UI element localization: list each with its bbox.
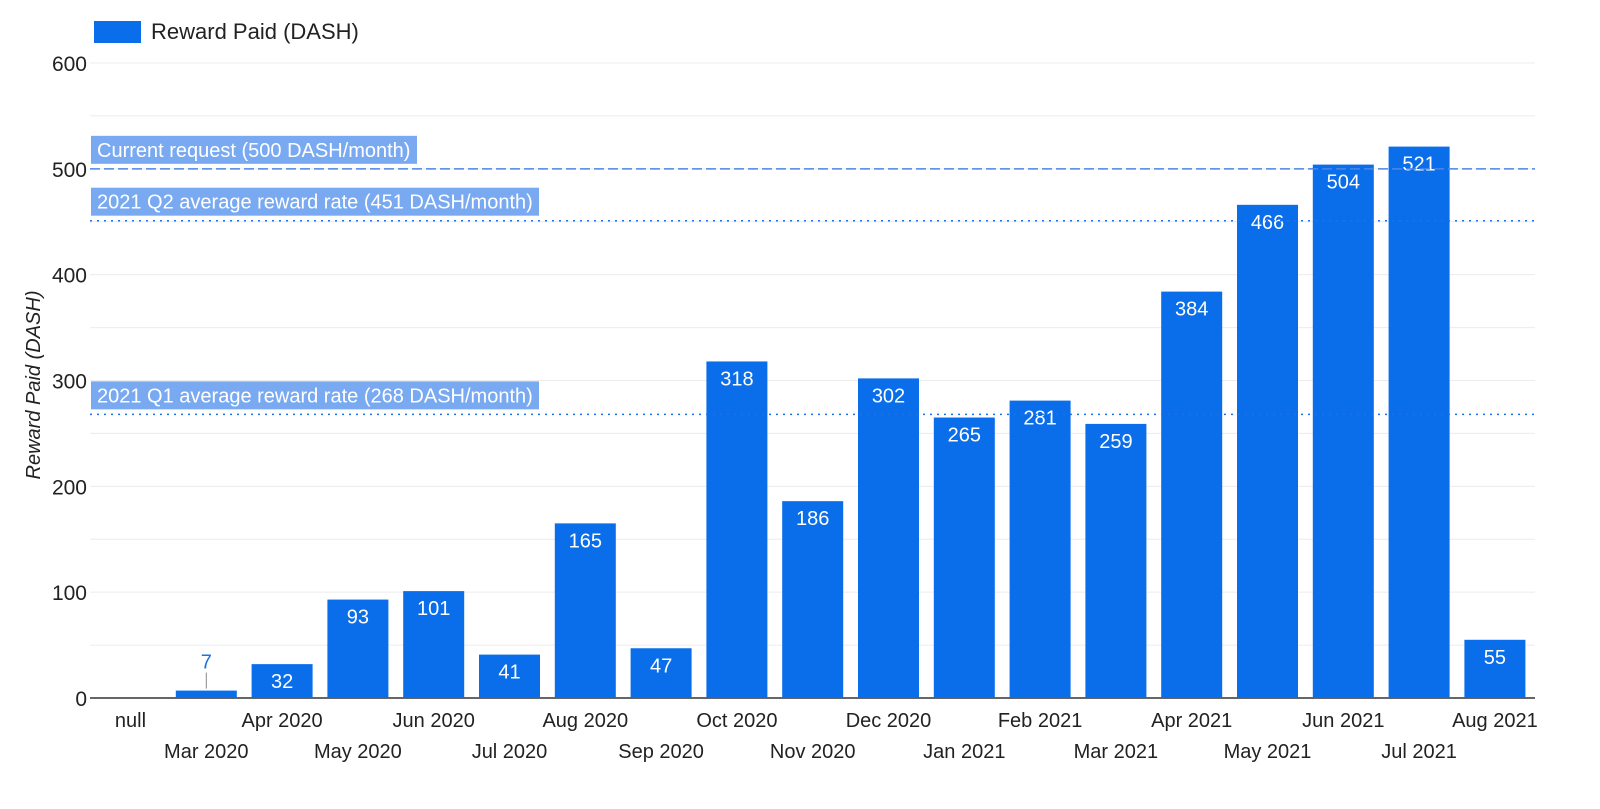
bars: 7 32 93 101 41 165 47 318 186 302 265 281 259 384 466 5… <box>175 146 1526 699</box>
bar <box>403 591 465 698</box>
legend-swatch <box>94 21 141 43</box>
y-axis-label: Reward Paid (DASH) <box>23 291 45 480</box>
bar-value-label: 32 <box>271 671 293 693</box>
x-tick-label: Jul 2021 <box>1381 741 1457 763</box>
reference-label: 2021 Q2 average reward rate (451 DASH/mo… <box>97 192 533 214</box>
bar <box>479 654 540 698</box>
bar <box>706 361 768 698</box>
y-tick-label: 0 <box>75 688 87 711</box>
y-tick-label: 300 <box>52 371 87 394</box>
bar-value-label: 55 <box>1484 647 1506 669</box>
bar <box>1312 164 1374 699</box>
bar <box>1388 146 1450 698</box>
x-tick-label: Jun 2020 <box>393 710 475 732</box>
reference-label: 2021 Q1 average reward rate (268 DASH/mo… <box>97 385 533 407</box>
bar-value-label: 265 <box>948 425 981 447</box>
bar-value-label: 504 <box>1327 172 1360 194</box>
x-tick-label: Jan 2021 <box>923 741 1005 763</box>
y-tick-label: 500 <box>52 159 87 182</box>
bar <box>554 523 616 698</box>
x-axis-ticks: null Mar 2020 Apr 2020 May 2020 Jun 2020 Jul … <box>115 710 1538 763</box>
bar-value-label: 384 <box>1175 299 1208 321</box>
bar-value-label: 47 <box>650 655 672 677</box>
bar <box>327 599 389 698</box>
x-tick-label: Aug 2020 <box>542 710 628 732</box>
bar <box>1085 423 1147 698</box>
x-tick-label: Apr 2021 <box>1151 710 1232 732</box>
bar-value-label: 281 <box>1023 408 1056 430</box>
x-tick-label: May 2021 <box>1224 741 1312 763</box>
bar <box>251 664 313 698</box>
bar <box>175 690 237 698</box>
y-axis-ticks: 0 100 200 300 400 500 600 <box>52 53 87 711</box>
bar-value-label: 7 <box>201 652 212 674</box>
x-tick-label: Nov 2020 <box>770 741 856 763</box>
x-tick-label: Apr 2020 <box>242 710 323 732</box>
bar-value-label: 186 <box>796 508 829 530</box>
reference-label-box <box>91 135 417 164</box>
x-tick-label: Dec 2020 <box>846 710 932 732</box>
x-tick-label: Feb 2021 <box>998 710 1083 732</box>
bar <box>1009 400 1071 698</box>
bar <box>782 501 844 698</box>
x-tick-label: May 2020 <box>314 741 402 763</box>
x-tick-label: null <box>115 710 146 732</box>
bar-value-label: 93 <box>347 607 369 629</box>
y-tick-label: 600 <box>52 53 87 76</box>
bar <box>933 417 995 698</box>
reference-label-box <box>91 381 539 410</box>
bar <box>858 378 919 698</box>
reference-lines: Current request (500 DASH/month) 2021 Q2 … <box>90 135 1535 416</box>
x-tick-label: Oct 2020 <box>696 710 777 732</box>
y-tick-label: 400 <box>52 265 87 288</box>
bar-value-label: 259 <box>1099 431 1132 453</box>
reference-label: Current request (500 DASH/month) <box>97 140 410 162</box>
bar-value-label: 521 <box>1402 154 1435 176</box>
bar <box>1237 204 1298 699</box>
x-tick-label: Jun 2021 <box>1302 710 1384 732</box>
bar-value-label: 318 <box>720 368 753 390</box>
bar-value-label: 466 <box>1251 212 1284 234</box>
bar-value-label: 165 <box>569 530 602 552</box>
bar <box>1161 291 1223 698</box>
x-tick-label: Mar 2020 <box>164 741 249 763</box>
reference-label-box <box>91 187 539 216</box>
legend-label: Reward Paid (DASH) <box>151 19 359 44</box>
bar <box>630 648 692 698</box>
bar-value-label: 101 <box>417 598 450 620</box>
x-tick-label: Jul 2020 <box>472 741 548 763</box>
x-tick-label: Aug 2021 <box>1452 710 1538 732</box>
x-tick-label: Sep 2020 <box>618 741 704 763</box>
bar <box>1464 639 1526 698</box>
chart-legend: Reward Paid (DASH) <box>94 19 359 45</box>
x-tick-label: Mar 2021 <box>1074 741 1159 763</box>
y-tick-label: 100 <box>52 582 87 605</box>
bar-value-label: 302 <box>872 385 905 407</box>
y-tick-label: 200 <box>52 476 87 499</box>
bar-value-label: 41 <box>498 662 520 684</box>
